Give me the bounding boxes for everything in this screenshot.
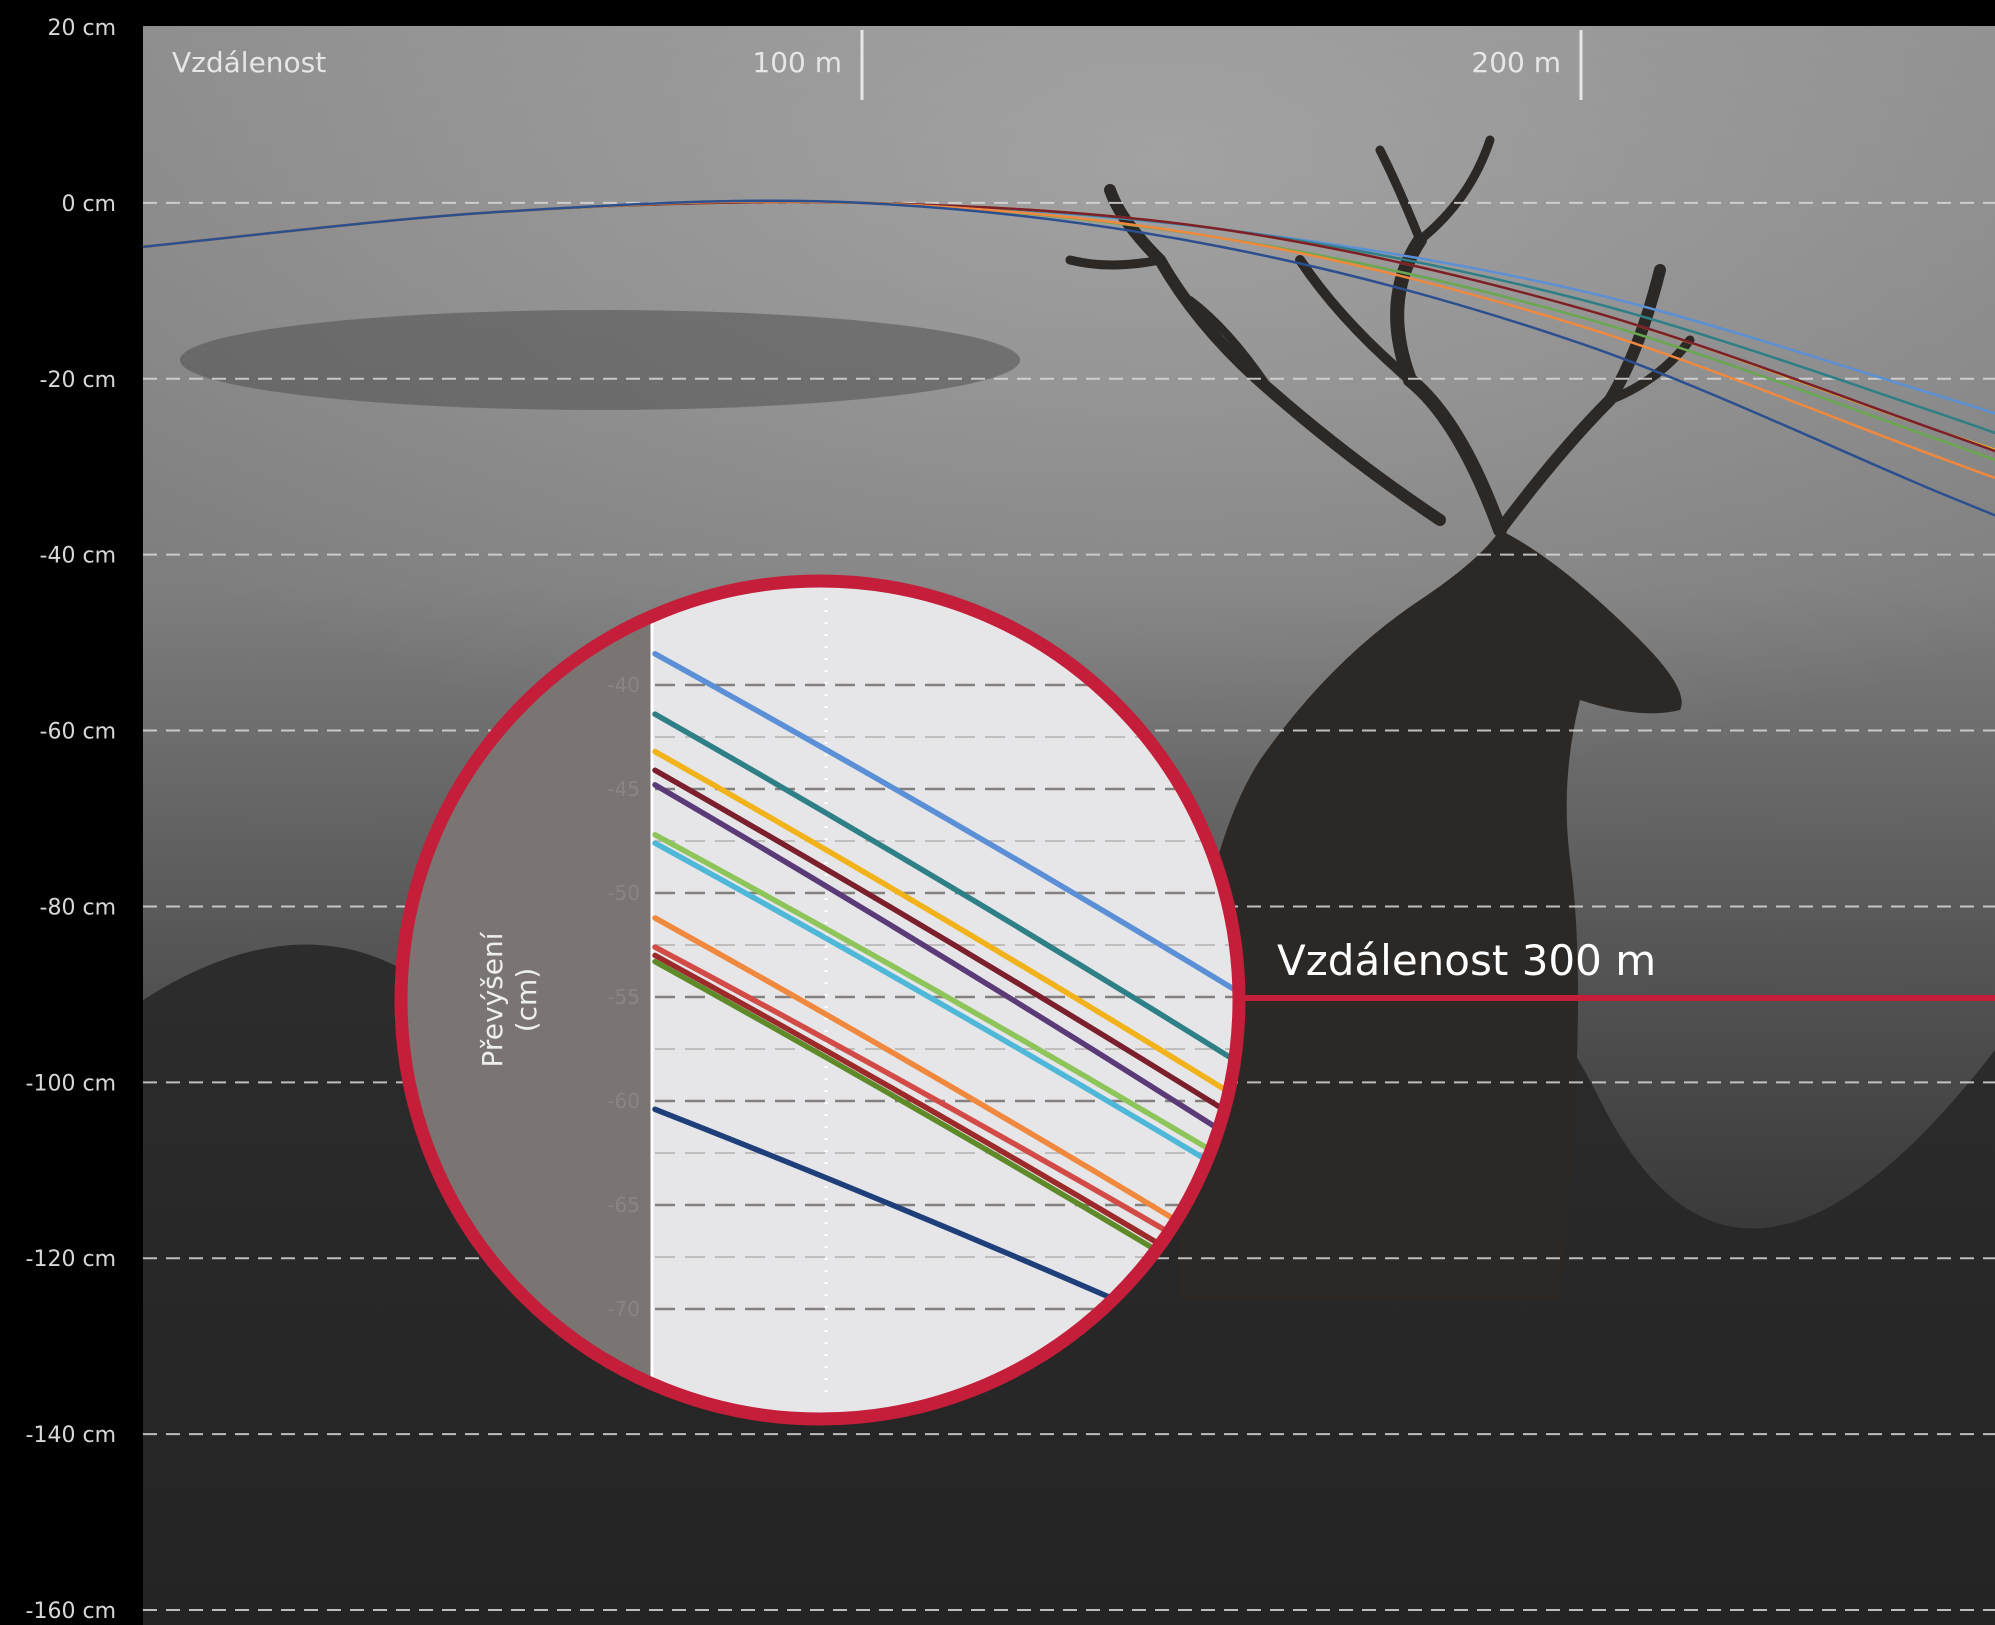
y-tick-label: 20 cm [47, 16, 116, 41]
inset-tick-label: -50 [607, 881, 640, 905]
inset-tick-label: -40 [607, 673, 640, 697]
y-tick-label: -100 cm [26, 1071, 116, 1096]
y-axis-tick-labels: 20 cm 0 cm -20 cm -40 cm -60 cm -80 cm -100 cm… [26, 16, 116, 1624]
inset-border [394, 574, 1246, 1426]
inset-tick-label: -60 [607, 1089, 640, 1113]
trajectory-series [142, 199, 1995, 517]
inset-ylabel-line2: (cm) [510, 968, 543, 1033]
inset-series-line [652, 944, 1239, 1277]
x-tick-label: 100 m [752, 46, 842, 79]
trajectory-line [142, 199, 1995, 517]
mist-band [180, 310, 1020, 410]
inset-series-line [652, 915, 1239, 1262]
inset-series-line [652, 711, 1239, 1067]
y-tick-label: 0 cm [61, 192, 116, 217]
y-tick-label: -20 cm [40, 368, 116, 393]
deer-silhouette [1065, 135, 1695, 1300]
inset-tick-labels: -40 -45 -50 -55 -60 -65 -70 [607, 673, 640, 1321]
y-tick-label: -80 cm [40, 895, 116, 920]
inset-series-line [652, 840, 1239, 1183]
y-tick-label: -40 cm [40, 544, 116, 569]
y-tick-label: -120 cm [26, 1247, 116, 1272]
inset-series-line [652, 782, 1239, 1146]
y-tick-label: -140 cm [26, 1423, 116, 1448]
inset-tick-label: -55 [607, 985, 640, 1009]
x-tick-label: 200 m [1471, 46, 1561, 79]
x-axis-corner-label: Vzdálenost [172, 46, 326, 79]
inset-series-line [652, 767, 1239, 1123]
inset-ylabel-line1: Převýšení [476, 931, 509, 1067]
inset-tick-label: -65 [607, 1193, 640, 1217]
y-tick-label: -160 cm [26, 1599, 116, 1624]
inset-series-line [652, 651, 1239, 996]
inset-tick-label: -70 [607, 1297, 640, 1321]
inset-tick-label: -45 [607, 777, 640, 801]
inset-series-line [652, 748, 1239, 1102]
x-axis-ticks: 100 m 200 m [752, 30, 1583, 100]
y-tick-label: -60 cm [40, 720, 116, 745]
inset-series-line [652, 832, 1239, 1171]
distance-callout: Vzdálenost 300 m [1277, 936, 1656, 985]
